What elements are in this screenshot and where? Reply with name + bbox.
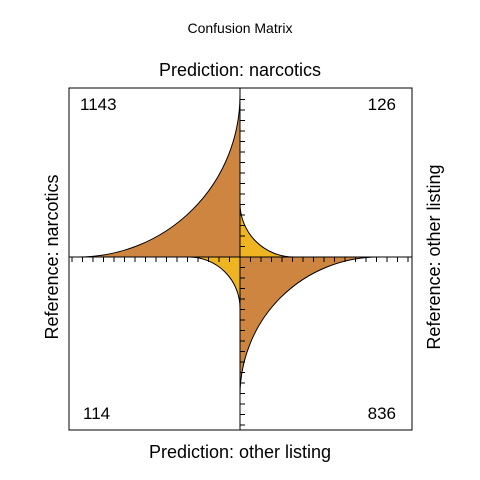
count-top-left: 1143 bbox=[80, 95, 117, 114]
sector-other-other bbox=[239, 256, 379, 396]
sector-narcotics-narcotics bbox=[77, 94, 241, 258]
bottom-axis-label: Prediction: other listing bbox=[149, 442, 331, 462]
count-top-right: 126 bbox=[368, 95, 396, 114]
count-bottom-left: 114 bbox=[83, 404, 110, 423]
chart-title: Confusion Matrix bbox=[187, 20, 292, 36]
axis-ticks bbox=[71, 99, 409, 426]
left-axis-label: Reference: narcotics bbox=[42, 174, 62, 339]
sector-narcotics-other bbox=[239, 203, 294, 258]
sector-other-narcotics bbox=[188, 256, 241, 309]
count-bottom-right: 836 bbox=[368, 404, 396, 423]
quadrant-sectors bbox=[77, 94, 379, 396]
right-axis-label: Reference: other listing bbox=[424, 164, 444, 349]
top-axis-label: Prediction: narcotics bbox=[159, 60, 321, 80]
